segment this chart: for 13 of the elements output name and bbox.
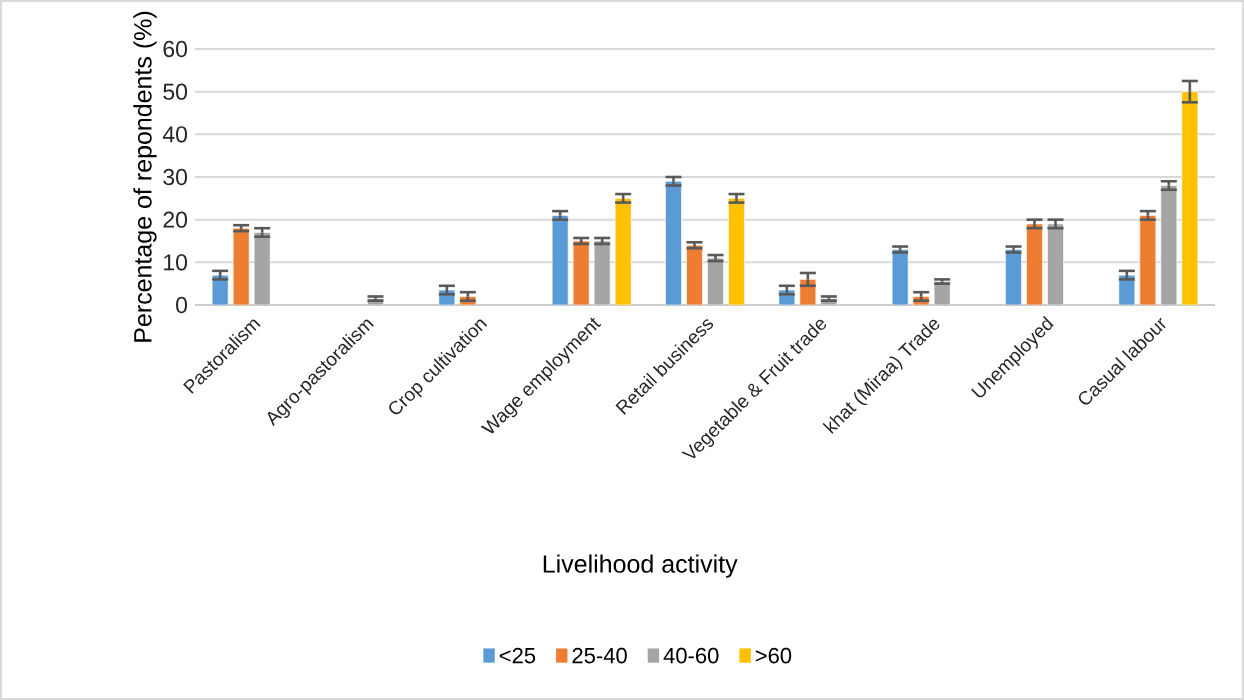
y-tick-label: 40: [162, 126, 188, 143]
y-tick-label: 60: [163, 40, 188, 58]
y-axis-title: Percentage of repondents (%): [133, 11, 157, 342]
y-tick-label: 0: [176, 296, 188, 314]
y-tick-label: 30: [163, 168, 188, 186]
y-tick-label: 50: [163, 83, 188, 100]
legend-label: 25-40: [572, 647, 627, 664]
x-axis-title: Livelihood activity: [543, 554, 738, 578]
y-tick-label: 20: [163, 211, 188, 228]
y-tick-label: 10: [164, 254, 188, 271]
legend-label: >60: [755, 647, 792, 664]
legend-label: 40-60: [663, 647, 719, 664]
legend-label: <25: [499, 647, 536, 664]
